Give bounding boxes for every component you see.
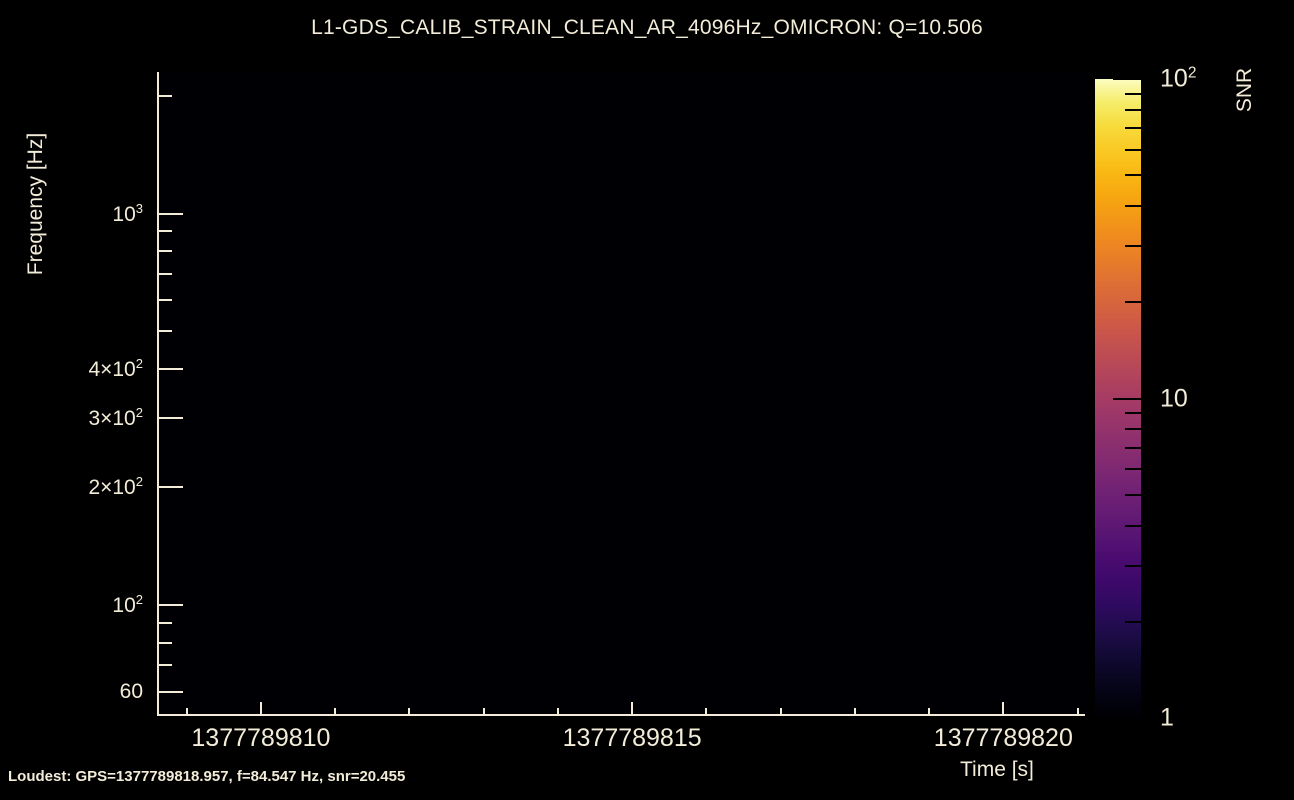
y-axis-ticklabel: 4×102 [88,356,143,382]
y-axis-major-tick [157,603,183,606]
colorbar-major-tick [1113,78,1141,80]
colorbar-minor-tick [1125,174,1141,177]
x-axis-minor-tick [482,708,485,716]
colorbar-minor-tick [1125,468,1141,471]
y-axis-minor-tick [157,94,172,97]
colorbar-minor-tick [1125,524,1141,527]
x-axis-ticklabel: 1377789810 [191,724,331,752]
x-axis-minor-tick [408,708,411,716]
y-axis-major-tick [157,486,183,489]
y-axis-minor-tick [157,641,172,644]
spectrogram-image [157,72,1085,716]
colorbar-minor-tick [1125,428,1141,431]
colorbar-minor-tick [1125,564,1141,567]
x-axis-ticklabel: 1377789815 [562,724,702,752]
colorbar-ticklabel: 10 [1160,384,1188,412]
x-axis-major-tick [259,702,262,716]
colorbar-ticklabel: 1 [1160,703,1174,732]
colorbar-major-tick [1113,397,1141,400]
x-axis-minor-tick [928,708,931,716]
colorbar-minor-tick [1125,148,1141,151]
x-axis-minor-tick [1076,708,1079,716]
y-axis-major-tick [157,212,183,215]
colorbar-minor-tick [1125,245,1141,248]
y-axis-ticklabel: 2×102 [88,474,143,500]
page-title: L1-GDS_CALIB_STRAIN_CLEAN_AR_4096Hz_OMIC… [311,16,983,39]
x-axis-minor-tick [556,708,559,716]
x-axis-minor-tick [853,708,856,716]
colorbar-minor-tick [1125,412,1141,415]
colorbar-minor-tick [1125,108,1141,111]
y-axis-ticklabel: 103 [112,200,143,226]
y-axis-ticklabel: 3×102 [88,405,143,431]
y-axis-minor-tick [157,664,172,667]
y-axis-ticklabel: 60 [119,679,143,703]
y-axis-major-tick [157,368,183,371]
colorbar-minor-tick [1125,127,1141,130]
loudest-event-caption: Loudest: GPS=1377789818.957, f=84.547 Hz… [8,768,406,785]
colorbar-ticklabel: 102 [1160,64,1197,93]
colorbar-minor-tick [1125,446,1141,449]
x-axis-major-tick [631,702,634,716]
y-axis-minor-tick [157,621,172,624]
x-axis-minor-tick [779,708,782,716]
colorbar-minor-tick [1125,493,1141,496]
y-axis-minor-tick [157,330,172,333]
y-axis-minor-tick [157,273,172,276]
y-axis-ticklabels: 103 4×102 3×102 2×102 102 60 [0,0,150,800]
colorbar-minor-tick [1125,301,1141,304]
x-axis-minor-tick [334,708,337,716]
colorbar-ticks [1095,0,1215,800]
y-axis-minor-tick [157,299,172,302]
x-axis-minor-tick [185,708,188,716]
spectrogram-canvas [157,72,1085,716]
x-axis-label: Time [s] [960,758,1034,781]
y-axis-minor-tick [157,230,172,233]
colorbar-minor-tick [1125,92,1141,95]
colorbar-minor-tick [1125,620,1141,623]
colorbar-minor-tick [1125,205,1141,208]
colorbar-label: SNR [1233,67,1256,113]
x-axis-major-tick [1002,702,1005,716]
y-axis-ticklabel: 102 [112,591,143,617]
y-axis-major-tick [157,417,183,420]
x-axis-minor-tick [705,708,708,716]
x-axis-ticklabel: 1377789820 [933,724,1073,752]
y-axis-major-tick [157,690,183,693]
y-axis-minor-tick [157,250,172,253]
